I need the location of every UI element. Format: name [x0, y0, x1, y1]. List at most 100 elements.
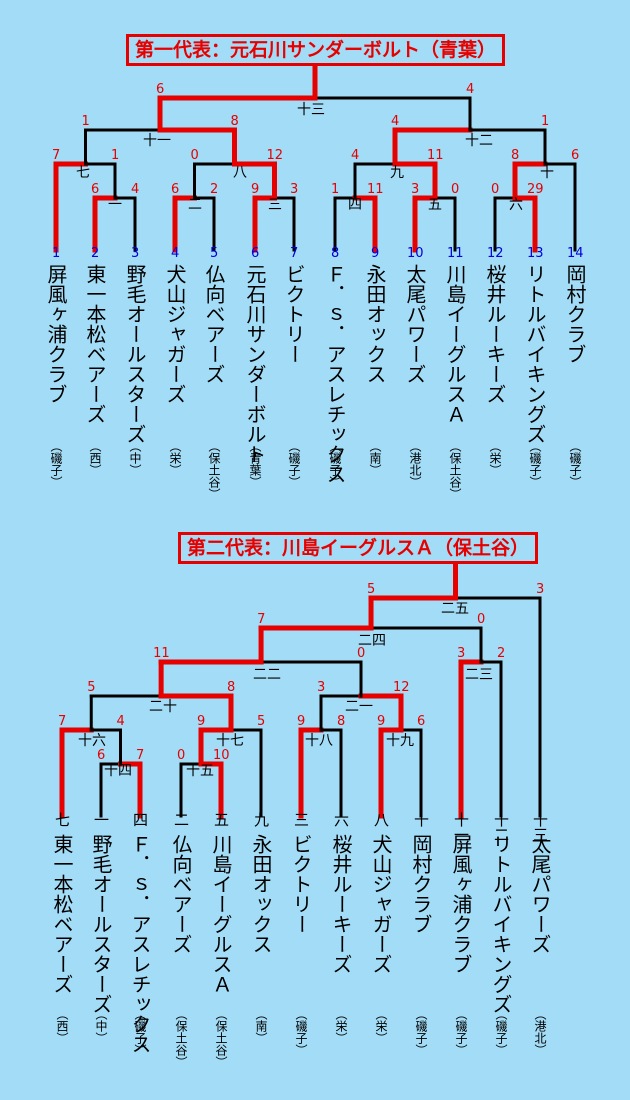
t1-match-1-right-score: 2	[210, 182, 219, 197]
t1-seed-7: 7	[290, 246, 299, 261]
t1-match-9-number: 十	[540, 165, 554, 181]
t1-team-name-6: 元石川サンダーボルト	[243, 264, 267, 464]
t1-team-ward-10: （港北）	[408, 440, 422, 488]
t2-match-10-left-score: 7	[257, 612, 266, 627]
t1-team-name-5: 仏向ベアーズ	[202, 264, 226, 384]
t1-team-name-13: リトルバイキングズ	[523, 264, 547, 444]
t2-team-name-4: 仏向ベアーズ	[169, 834, 193, 954]
t2-team-ward-10: （磯子）	[414, 1008, 428, 1056]
t1-match-2-left-score: 9	[251, 182, 260, 197]
t1-seed-6: 6	[251, 246, 260, 261]
t2-team-name-7: ビクトリー	[289, 834, 313, 934]
bracket2-title: 第二代表：川島イーグルスＡ（保土谷）	[178, 532, 539, 564]
t2-team-ward-12: （磯子）	[494, 1008, 508, 1056]
t2-match-4-right-score: 8	[337, 714, 346, 729]
t2-team-name-1: 東一本松ベアーズ	[50, 834, 74, 994]
t1-team-ward-5: （保土谷）	[207, 440, 221, 500]
t1-match-1-left-score: 6	[171, 182, 180, 197]
t1-match-6-number: 七	[76, 165, 90, 181]
t2-match-0-right-score: 7	[136, 748, 145, 763]
t2-match-8-number: 二二	[253, 667, 281, 683]
t1-seed-3: 3	[131, 246, 140, 261]
t1-team-name-7: ビクトリー	[282, 264, 306, 364]
t2-team-name-9: 犬山ジャガーズ	[369, 834, 393, 974]
t2-match-7-right-score: 12	[393, 680, 410, 695]
t2-seed-3: 四	[131, 812, 149, 827]
t2-team-name-13: 太尾パワーズ	[528, 834, 552, 954]
t2-match-3-right-score: 5	[257, 714, 266, 729]
t2-seed-13: 十三	[531, 812, 549, 842]
t2-team-ward-13: （港北）	[533, 1008, 547, 1056]
t1-team-ward-6: （青葉）	[248, 440, 262, 488]
t1-match-11-number: 十二	[465, 133, 493, 149]
t1-match-4-right-score: 0	[451, 182, 460, 197]
t2-team-ward-7: （磯子）	[294, 1008, 308, 1056]
t1-seed-2: 2	[91, 246, 100, 261]
t1-team-name-11: 川島イーグルスＡ	[443, 264, 467, 424]
t1-seed-4: 4	[171, 246, 180, 261]
t1-team-ward-13: （磯子）	[528, 440, 542, 488]
t2-match-11-left-score: 5	[367, 582, 376, 597]
t1-team-name-2: 東一本松ベアーズ	[83, 264, 107, 424]
t2-team-name-11: 屏風ヶ浦クラブ	[449, 834, 473, 974]
t2-match-4-number: 十八	[305, 733, 333, 749]
t2-team-name-6: 永田オックス	[249, 834, 273, 954]
t2-match-1-left-score: 0	[177, 748, 186, 763]
t2-match-5-number: 十九	[386, 733, 414, 749]
t2-team-ward-5: （保土谷）	[214, 1008, 228, 1068]
t1-seed-9: 9	[371, 246, 380, 261]
t2-team-name-8: 桜井ルーキーズ	[329, 834, 353, 974]
t2-seed-4: 二	[172, 812, 190, 827]
t2-seed-10: 十	[412, 812, 430, 827]
t2-seed-11: 十一	[452, 812, 470, 842]
t2-seed-5: 五	[212, 812, 230, 827]
t2-match-5-left-score: 9	[377, 714, 386, 729]
t2-match-9-number: 二三	[465, 667, 493, 683]
t2-seed-7: 三	[292, 812, 310, 827]
t2-match-8-left-score: 11	[153, 646, 170, 661]
t1-team-ward-8: （磯子）	[328, 440, 342, 488]
t2-match-7-left-score: 3	[317, 680, 326, 695]
t1-match-12-left-score: 6	[156, 82, 165, 97]
t1-team-ward-14: （磯子）	[568, 440, 582, 488]
t2-team-ward-4: （保土谷）	[174, 1008, 188, 1068]
t1-match-12-right-score: 4	[466, 82, 475, 97]
t2-team-name-12: リトルバイキングズ	[489, 834, 513, 1014]
t1-team-ward-7: （磯子）	[287, 440, 301, 488]
t1-team-name-10: 太尾パワーズ	[403, 264, 427, 384]
t2-match-0-left-score: 6	[97, 748, 106, 763]
t2-match-2-number: 十六	[78, 733, 106, 749]
t2-team-ward-9: （栄）	[374, 1008, 388, 1044]
t1-match-8-number: 九	[390, 165, 404, 181]
bracket1-title: 第一代表：元石川サンダーボルト（青葉）	[126, 34, 506, 66]
t1-team-name-14: 岡村クラブ	[563, 264, 587, 364]
t2-team-ward-1: （西）	[55, 1008, 69, 1044]
t2-match-10-right-score: 0	[477, 612, 486, 627]
t1-match-7-right-score: 12	[266, 148, 284, 163]
t1-match-0-right-score: 4	[131, 182, 140, 197]
t1-match-10-left-score: 1	[81, 114, 90, 129]
t1-team-name-1: 屏風ヶ浦クラブ	[44, 264, 68, 404]
t1-match-5-right-score: 29	[527, 182, 544, 197]
t2-match-1-number: 十五	[186, 763, 214, 779]
t1-match-4-number: 五	[428, 197, 442, 213]
t1-team-ward-12: （栄）	[488, 440, 502, 476]
t1-match-11-right-score: 1	[541, 114, 550, 129]
t1-match-2-right-score: 3	[290, 182, 299, 197]
t2-team-ward-2: （中）	[94, 1008, 108, 1044]
t1-seed-5: 5	[210, 246, 219, 261]
t2-seed-9: 八	[372, 812, 390, 827]
t2-team-name-3: Ｆ．ｓ．アスレチックス	[128, 834, 152, 1054]
t2-match-6-number: 二十	[149, 699, 177, 715]
t1-match-5-number: 六	[509, 197, 523, 213]
t2-match-6-left-score: 5	[87, 680, 96, 695]
t1-match-1-number: 二	[188, 197, 202, 213]
t2-match-10-number: 二四	[358, 633, 386, 649]
t1-team-name-9: 永田オックス	[363, 264, 387, 384]
t1-match-10-right-score: 8	[230, 114, 239, 129]
t1-match-5-left-score: 0	[491, 182, 500, 197]
t2-seed-8: 六	[332, 812, 350, 827]
t1-seed-8: 8	[331, 246, 340, 261]
t2-match-3-number: 十七	[216, 733, 244, 749]
t1-team-name-4: 犬山ジャガーズ	[163, 264, 187, 404]
